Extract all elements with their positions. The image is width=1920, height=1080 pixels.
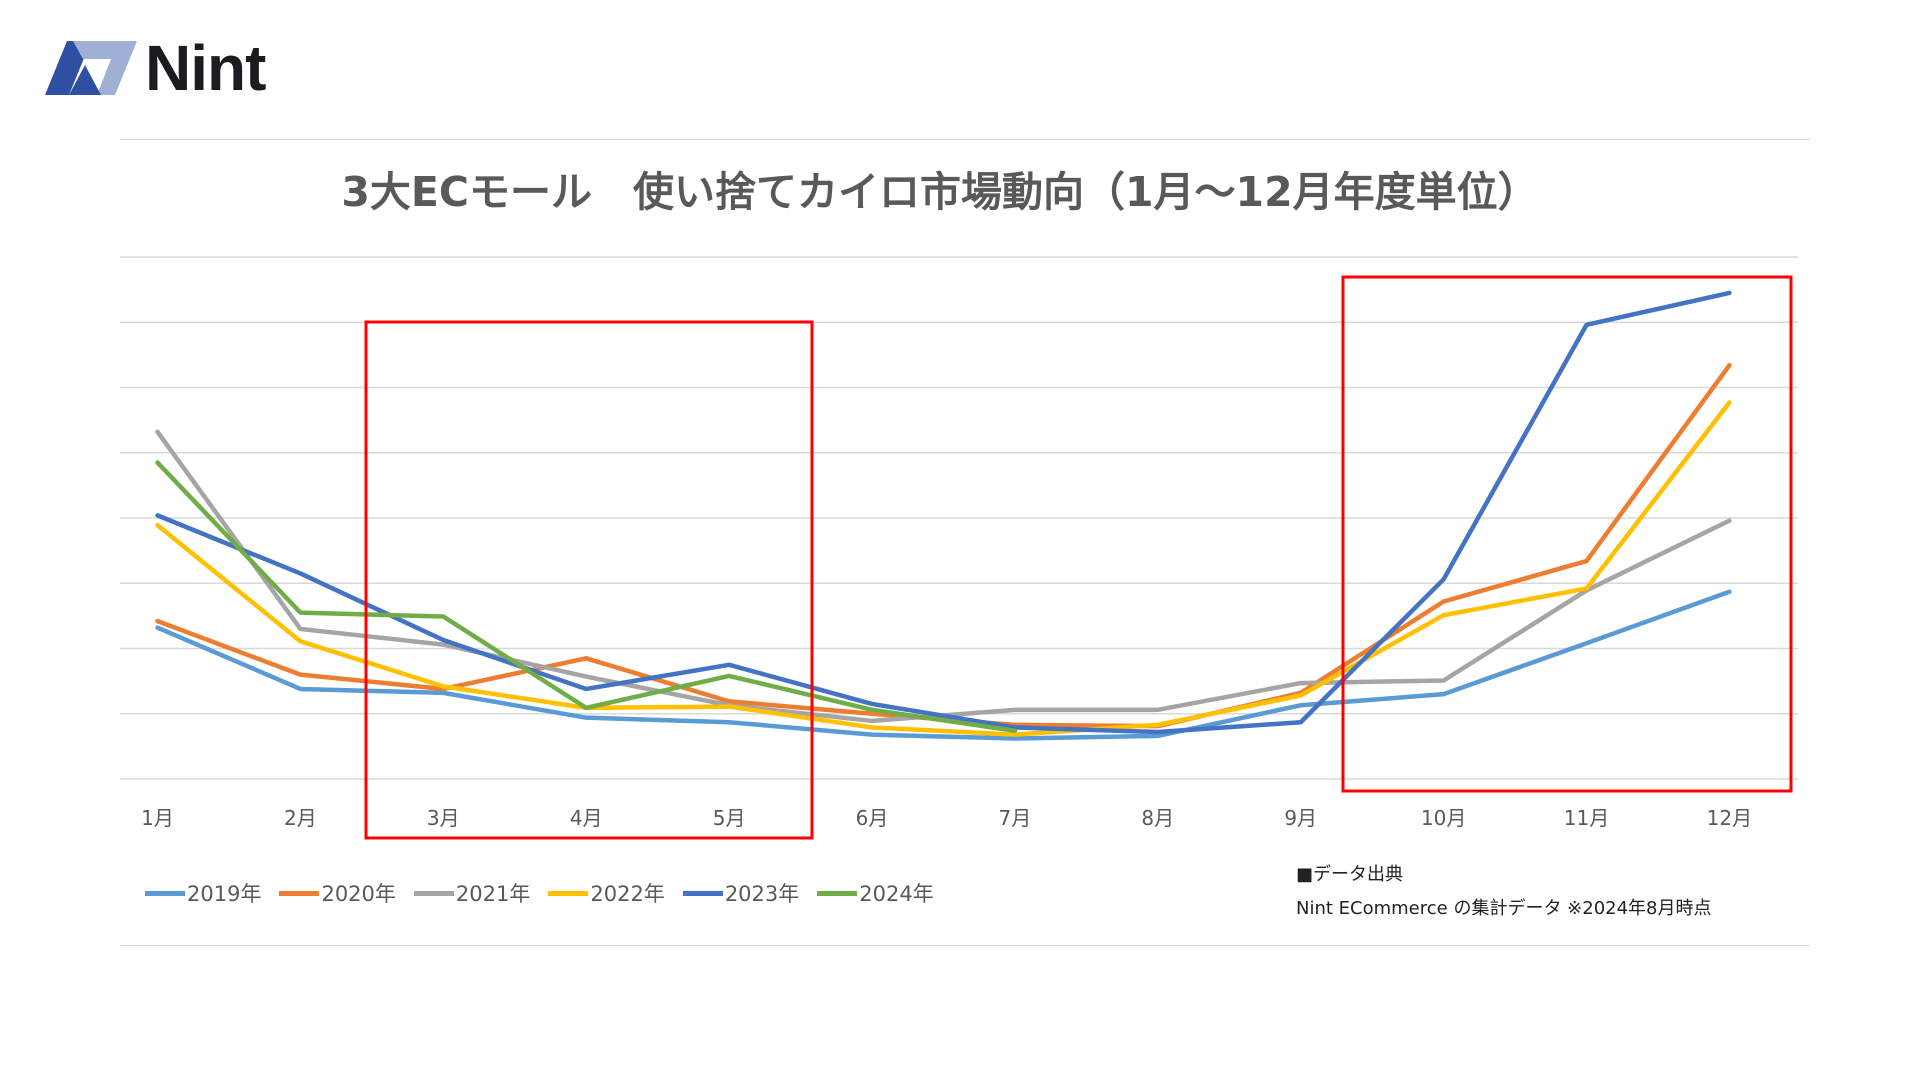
legend-label: 2021年	[455, 882, 531, 906]
legend-label: 2022年	[590, 882, 665, 906]
highlight-box	[1341, 275, 1793, 793]
x-tick-label: 7月	[998, 806, 1032, 830]
legend-label: 2023年	[724, 882, 800, 906]
legend-item: 2021年	[413, 878, 531, 908]
legend-item: 2023年	[682, 878, 800, 908]
series-line-2024年	[155, 460, 1018, 733]
series-line-2019年	[155, 589, 1732, 741]
logo-text: Nint	[145, 32, 266, 104]
legend-swatch	[817, 890, 858, 896]
highlight-box	[364, 320, 814, 840]
x-tick-label: 12月	[1706, 806, 1753, 830]
legend: 2019年 2020年 2021年 2022年 2023年 2024年	[145, 878, 934, 908]
x-tick-label: 2月	[284, 806, 317, 830]
top-divider	[120, 139, 1810, 140]
legend-swatch	[548, 890, 589, 896]
x-tick-label: 10月	[1420, 806, 1467, 830]
legend-item: 2024年	[817, 878, 934, 908]
x-tick-label: 9月	[1284, 806, 1318, 830]
x-tick-label: 3月	[426, 806, 460, 830]
legend-swatch	[279, 890, 320, 896]
x-tick-label: 1月	[141, 806, 174, 830]
source-text: Nint ECommerce の集計データ ※2024年8月時点	[1296, 898, 1712, 919]
legend-label: 2024年	[859, 882, 934, 906]
x-tick-label: 11月	[1563, 806, 1610, 830]
legend-swatch	[413, 890, 454, 896]
series-line-2023年	[155, 290, 1732, 735]
legend-item: 2022年	[548, 878, 665, 908]
legend-label: 2019年	[187, 882, 262, 906]
x-tick-label: 8月	[1141, 806, 1175, 830]
x-tick-label: 4月	[569, 806, 603, 830]
source-heading: ■データ出典	[1296, 864, 1404, 885]
series-line-2022年	[155, 400, 1732, 737]
nint-logo-icon	[45, 41, 137, 95]
bottom-divider	[120, 945, 1810, 946]
x-tick-label: 5月	[712, 806, 746, 830]
legend-swatch	[145, 890, 185, 896]
legend-item: 2019年	[145, 878, 261, 908]
nint-logo: Nint	[45, 32, 266, 104]
chart-title: 3大ECモール 使い捨てカイロ市場動向（1月～12月年度単位）	[341, 168, 1539, 216]
legend-label: 2020年	[321, 882, 396, 906]
legend-item: 2020年	[279, 878, 396, 908]
legend-swatch	[682, 890, 723, 896]
x-tick-label: 6月	[855, 806, 889, 830]
